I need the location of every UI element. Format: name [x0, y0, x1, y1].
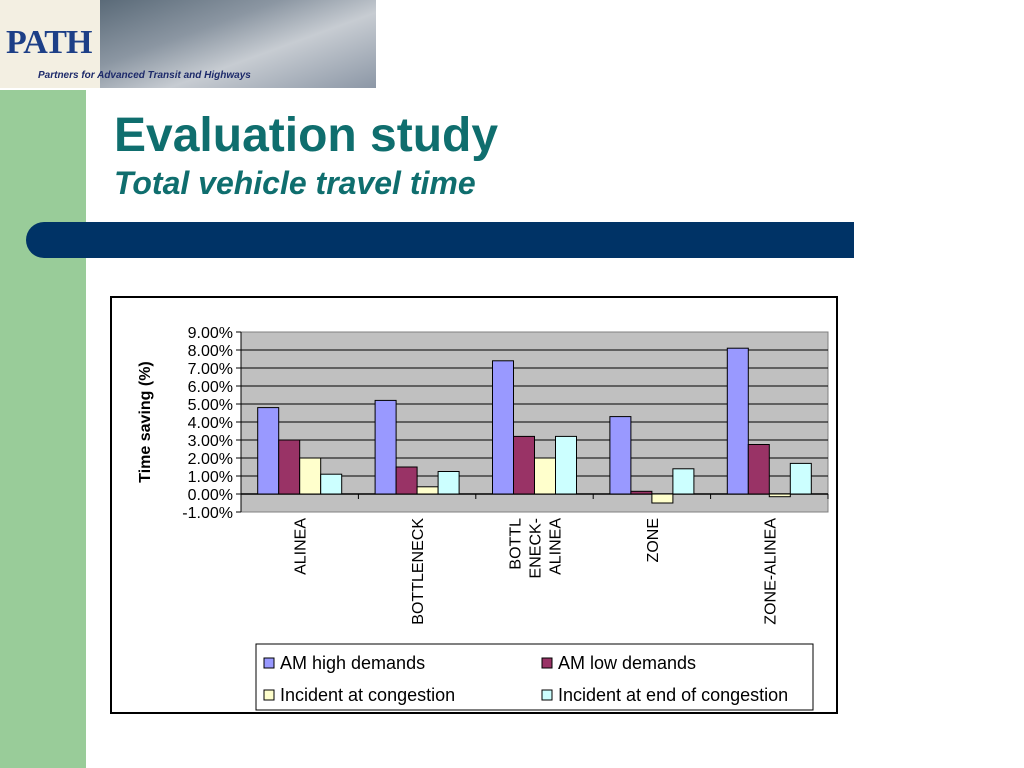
x-tick-label: ALINEA: [548, 518, 565, 575]
x-tick-label: BOTTL: [508, 518, 525, 570]
bar: [278, 439, 301, 495]
tagline: Partners for Advanced Transit and Highwa…: [38, 70, 251, 81]
bar: [416, 486, 439, 495]
x-tick-label: BOTTLENECK: [410, 518, 427, 625]
y-tick-label: 4.00%: [188, 415, 233, 432]
bar: [555, 435, 577, 495]
bar: [320, 473, 343, 495]
bar: [768, 493, 791, 498]
bar-chart: -1.00%0.00%1.00%2.00%3.00%4.00%5.00%6.00…: [137, 325, 829, 711]
legend-swatch: [541, 689, 553, 701]
bar: [374, 399, 397, 495]
y-tick-label: 5.00%: [188, 397, 233, 414]
bar: [789, 462, 812, 495]
y-axis-title: Time saving (%): [137, 361, 154, 483]
bar: [492, 360, 514, 495]
bar: [609, 416, 632, 495]
bar: [257, 407, 280, 495]
bar: [672, 468, 695, 495]
bar: [395, 466, 418, 495]
bar: [299, 457, 322, 495]
x-tick-label: ENECK-: [528, 518, 545, 578]
legend-label: Incident at end of congestion: [558, 685, 788, 705]
legend-label: AM high demands: [280, 653, 425, 673]
legend-label: Incident at congestion: [280, 685, 455, 705]
legend-label: AM low demands: [558, 653, 696, 673]
slide-title: Evaluation study: [114, 109, 499, 162]
legend-swatch: [263, 657, 275, 669]
bar: [534, 457, 556, 495]
chart-frame: -1.00% 0.00% 1.00% 2.00% 3.00% 4.00% 5.00% 6.00…: [110, 296, 838, 714]
y-tick-label: 3.00%: [188, 433, 233, 450]
y-tick-label: 9.00%: [188, 325, 233, 342]
x-tick-label: ZONE: [645, 518, 662, 562]
bar: [630, 490, 653, 495]
logo-background: [0, 0, 100, 88]
bar: [513, 435, 535, 495]
bar: [747, 444, 770, 495]
title-underline-bar: [26, 222, 854, 258]
header-banner: PATH Partners for Advanced Transit and H…: [0, 0, 376, 88]
left-accent-band: [0, 90, 86, 768]
x-tick-label: ALINEA: [293, 518, 310, 575]
y-tick-label: 0.00%: [188, 487, 233, 504]
bar: [651, 493, 674, 504]
y-tick-label: 7.00%: [188, 361, 233, 378]
y-tick-label: 8.00%: [188, 343, 233, 360]
y-tick-label: 6.00%: [188, 379, 233, 396]
bar: [726, 347, 749, 495]
y-tick-label: 1.00%: [188, 469, 233, 486]
y-tick-label: -1.00%: [182, 505, 233, 522]
legend-box: [255, 643, 814, 711]
slide-subtitle: Total vehicle travel time: [114, 165, 476, 201]
y-tick-label: 2.00%: [188, 451, 233, 468]
highway-photo: [100, 0, 376, 88]
legend-swatch: [263, 689, 275, 701]
legend-swatch: [541, 657, 553, 669]
path-logo: PATH: [6, 24, 92, 61]
bar: [437, 471, 460, 495]
x-tick-label: ZONE-ALINEA: [762, 518, 779, 625]
